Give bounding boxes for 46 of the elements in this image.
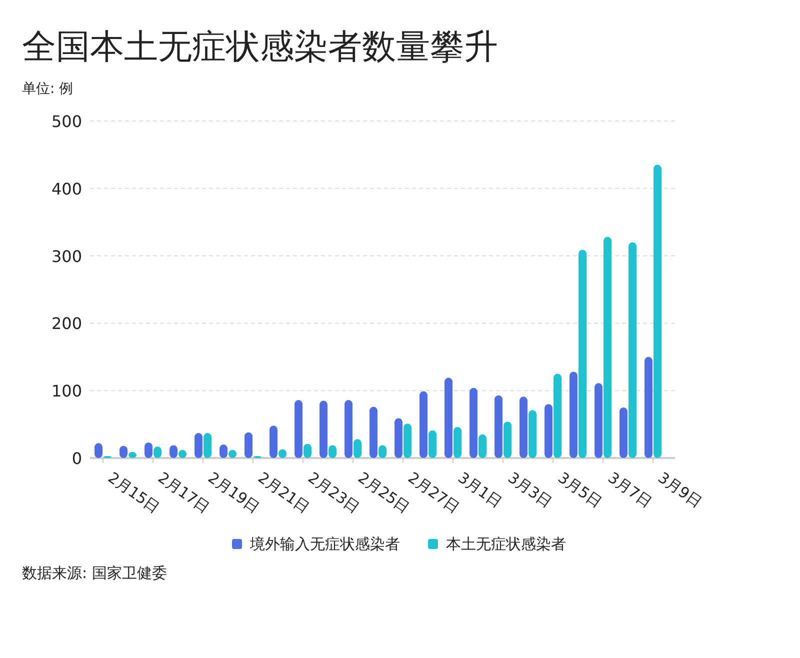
- source-note: 数据来源: 国家卫健委: [22, 564, 167, 582]
- bar: [654, 164, 662, 458]
- bar: [494, 395, 502, 458]
- bar: [570, 372, 578, 458]
- bar: [444, 378, 452, 458]
- bar: [344, 400, 352, 458]
- bar: [320, 400, 328, 458]
- bar: [404, 424, 412, 458]
- y-tick-label: 0: [72, 449, 82, 468]
- bar: [620, 407, 628, 458]
- bar: [204, 433, 212, 458]
- x-tick-label: 3月7日: [604, 468, 656, 512]
- y-tick-label: 300: [51, 246, 82, 266]
- bar: [544, 404, 552, 458]
- bar: [428, 430, 436, 458]
- bar: [478, 434, 486, 458]
- bar: [554, 374, 562, 458]
- bar: [370, 406, 378, 458]
- legend-label: 境外输入无症状感染者: [249, 535, 400, 553]
- x-tick-label: 3月9日: [654, 468, 706, 512]
- bar: [354, 439, 362, 458]
- bar: [244, 432, 252, 458]
- bar: [454, 426, 462, 458]
- bar: [604, 236, 612, 458]
- bar: [594, 383, 602, 458]
- bar: [520, 396, 528, 458]
- chart-title: 全国本土无症状感染者数量攀升: [22, 27, 498, 67]
- x-tick-label: 3月3日: [504, 468, 556, 512]
- y-tick-label: 200: [51, 314, 82, 334]
- x-tick-label: 3月5日: [554, 468, 606, 512]
- y-tick-label: 400: [51, 179, 82, 198]
- y-tick-label: 100: [51, 382, 82, 401]
- bar: [270, 426, 278, 458]
- bar: [194, 433, 202, 458]
- bar: [294, 400, 302, 458]
- y-axis-title: 单位: 例: [22, 81, 74, 97]
- bar: [420, 391, 428, 458]
- bar: [504, 422, 512, 458]
- bar: [394, 418, 402, 458]
- bar: [628, 242, 636, 458]
- legend-label: 本土无症状感染者: [446, 535, 566, 553]
- bar: [644, 356, 652, 458]
- bar: [470, 388, 478, 458]
- bar: [578, 250, 586, 458]
- y-tick-label: 500: [51, 112, 82, 131]
- bar: [528, 410, 536, 458]
